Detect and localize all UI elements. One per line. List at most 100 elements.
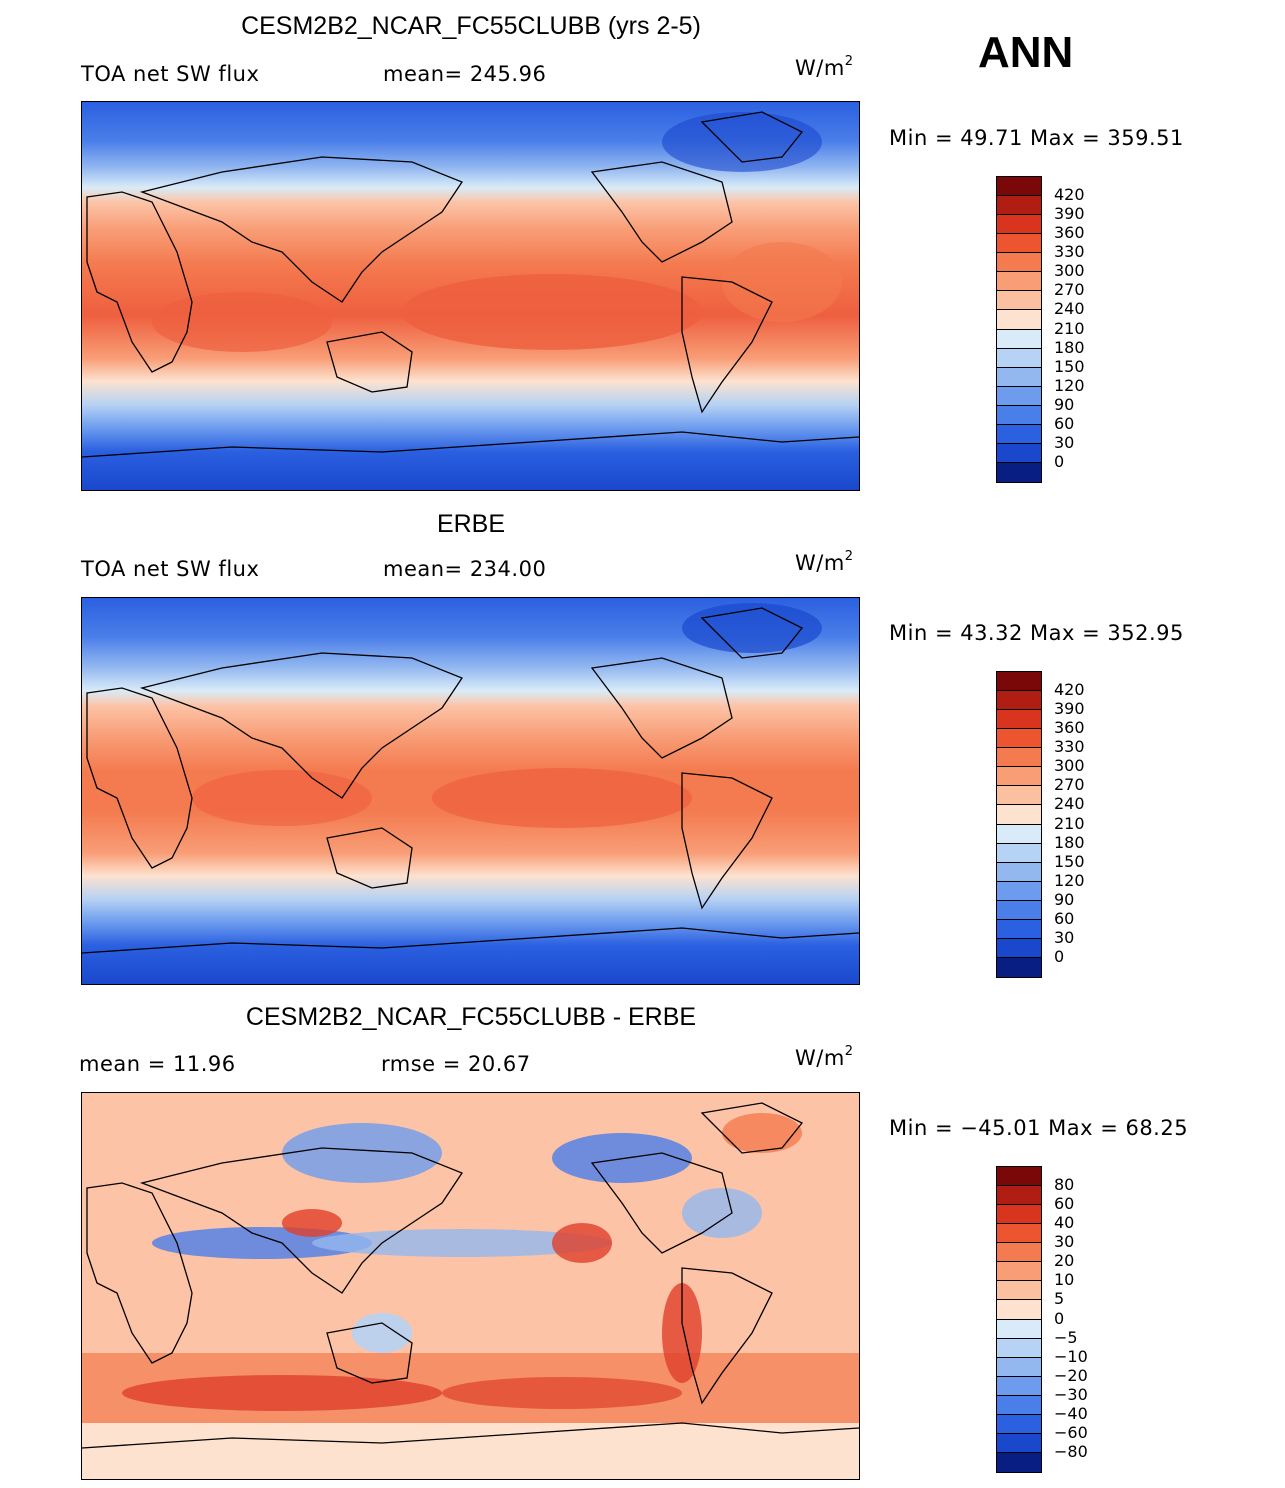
colorbar-tick-label: 10 xyxy=(1054,1270,1075,1290)
colorbar-tick-label: −30 xyxy=(1054,1384,1088,1404)
colorbar-tick-label: 330 xyxy=(1054,737,1085,757)
colorbar-segment xyxy=(997,443,1041,463)
colorbar-segment xyxy=(997,1186,1041,1206)
coastlines xyxy=(81,607,860,954)
panel-title: ERBE xyxy=(436,510,506,538)
colorbar-tick-label: 120 xyxy=(1054,375,1085,395)
colorbar-segment xyxy=(997,215,1041,235)
colorbar-tick-label: 5 xyxy=(1054,1289,1065,1309)
colorbar xyxy=(996,176,1042,483)
map-field xyxy=(81,598,860,984)
mean-label: mean = 11.96 xyxy=(79,1052,236,1076)
colorbar-segment xyxy=(997,1338,1041,1358)
colorbar-segment xyxy=(997,843,1041,863)
colorbar-tick-label: −80 xyxy=(1054,1441,1088,1461)
colorbar-segment xyxy=(997,1452,1041,1472)
colorbar-segment xyxy=(997,234,1041,254)
colorbar-segment xyxy=(997,272,1041,292)
colorbar-tick-label: 60 xyxy=(1054,908,1075,928)
colorbar-tick-label: 20 xyxy=(1054,1251,1075,1271)
panel-title: CESM2B2_NCAR_FC55CLUBB - ERBE xyxy=(245,1003,697,1031)
colorbar-segment xyxy=(997,1262,1041,1282)
colorbar-segment xyxy=(997,805,1041,825)
colorbar-tick-label: 210 xyxy=(1054,318,1085,338)
colorbar-tick-label: 180 xyxy=(1054,832,1085,852)
min-max-label: Min = 43.32 Max = 352.95 xyxy=(889,621,1184,645)
colorbar-tick-label: 40 xyxy=(1054,1213,1075,1233)
colorbar-tick-label: 30 xyxy=(1054,432,1075,452)
colorbar-segment xyxy=(997,329,1041,349)
diff-map xyxy=(81,1092,860,1480)
colorbar-segment xyxy=(997,1319,1041,1339)
colorbar-tick-label: 120 xyxy=(1054,870,1085,890)
colorbar xyxy=(996,671,1042,978)
colorbar-segment xyxy=(997,405,1041,425)
colorbar-tick-label: 80 xyxy=(1054,1175,1075,1195)
colorbar-tick-label: 360 xyxy=(1054,223,1085,243)
colorbar-segment xyxy=(997,767,1041,787)
panel-title: CESM2B2_NCAR_FC55CLUBB (yrs 2-5) xyxy=(241,12,701,40)
colorbar-tick-label: 270 xyxy=(1054,775,1085,795)
colorbar-tick-label: 420 xyxy=(1054,680,1085,700)
units-label: W/m2 xyxy=(795,1044,854,1070)
colorbar-tick-label: 150 xyxy=(1054,851,1085,871)
min-max-label: Min = 49.71 Max = 359.51 xyxy=(889,126,1184,150)
colorbar-tick-label: 300 xyxy=(1054,261,1085,281)
colorbar-segment xyxy=(997,824,1041,844)
colorbar-segment xyxy=(997,348,1041,368)
colorbar-segment xyxy=(997,862,1041,882)
units-label: W/m2 xyxy=(795,549,854,575)
stat-label: mean= 245.96 xyxy=(383,62,547,86)
colorbar-tick-label: 420 xyxy=(1054,185,1085,205)
colorbar-segment xyxy=(997,1167,1041,1187)
colorbar-segment xyxy=(997,957,1041,977)
colorbar xyxy=(996,1166,1042,1473)
map-field xyxy=(81,1093,860,1479)
obs-map xyxy=(81,597,860,985)
colorbar-segment xyxy=(997,1357,1041,1377)
colorbar-segment xyxy=(997,1433,1041,1453)
colorbar-tick-label: 90 xyxy=(1054,394,1075,414)
colorbar-segment xyxy=(997,881,1041,901)
colorbar-tick-label: −60 xyxy=(1054,1422,1088,1442)
colorbar-tick-label: −10 xyxy=(1054,1346,1088,1366)
colorbar-tick-label: 270 xyxy=(1054,280,1085,300)
colorbar-tick-label: 0 xyxy=(1054,451,1065,471)
coastlines xyxy=(81,111,860,458)
min-max-label: Min = −45.01 Max = 68.25 xyxy=(889,1116,1189,1140)
colorbar-segment xyxy=(997,196,1041,216)
colorbar-tick-label: 240 xyxy=(1054,794,1085,814)
colorbar-tick-label: 0 xyxy=(1054,946,1065,966)
colorbar-segment xyxy=(997,1395,1041,1415)
colorbar-tick-label: −5 xyxy=(1054,1327,1078,1347)
colorbar-segment xyxy=(997,386,1041,406)
colorbar-tick-label: 60 xyxy=(1054,413,1075,433)
colorbar-segment xyxy=(997,1205,1041,1225)
colorbar-segment xyxy=(997,1224,1041,1244)
map-field xyxy=(81,102,860,490)
colorbar-segment xyxy=(997,786,1041,806)
model-map xyxy=(81,101,860,491)
colorbar-tick-label: 30 xyxy=(1054,1232,1075,1252)
stat-label: mean= 234.00 xyxy=(383,557,547,581)
colorbar-segment xyxy=(997,1281,1041,1301)
colorbar-tick-label: 150 xyxy=(1054,356,1085,376)
colorbar-tick-label: 90 xyxy=(1054,889,1075,909)
colorbar-tick-label: −40 xyxy=(1054,1403,1088,1423)
colorbar-tick-label: 360 xyxy=(1054,718,1085,738)
colorbar-tick-label: 300 xyxy=(1054,756,1085,776)
rmse-label: rmse = 20.67 xyxy=(381,1052,531,1076)
colorbar-segment xyxy=(997,462,1041,482)
colorbar-segment xyxy=(997,1243,1041,1263)
colorbar-segment xyxy=(997,291,1041,311)
colorbar-segment xyxy=(997,367,1041,387)
colorbar-tick-label: 390 xyxy=(1054,699,1085,719)
colorbar-segment xyxy=(997,748,1041,768)
colorbar-tick-label: −20 xyxy=(1054,1365,1088,1385)
colorbar-segment xyxy=(997,672,1041,692)
variable-label: TOA net SW flux xyxy=(81,62,260,86)
coastlines xyxy=(81,1102,860,1449)
colorbar-tick-label: 0 xyxy=(1054,1308,1065,1328)
colorbar-tick-label: 240 xyxy=(1054,299,1085,319)
colorbar-tick-label: 30 xyxy=(1054,927,1075,947)
